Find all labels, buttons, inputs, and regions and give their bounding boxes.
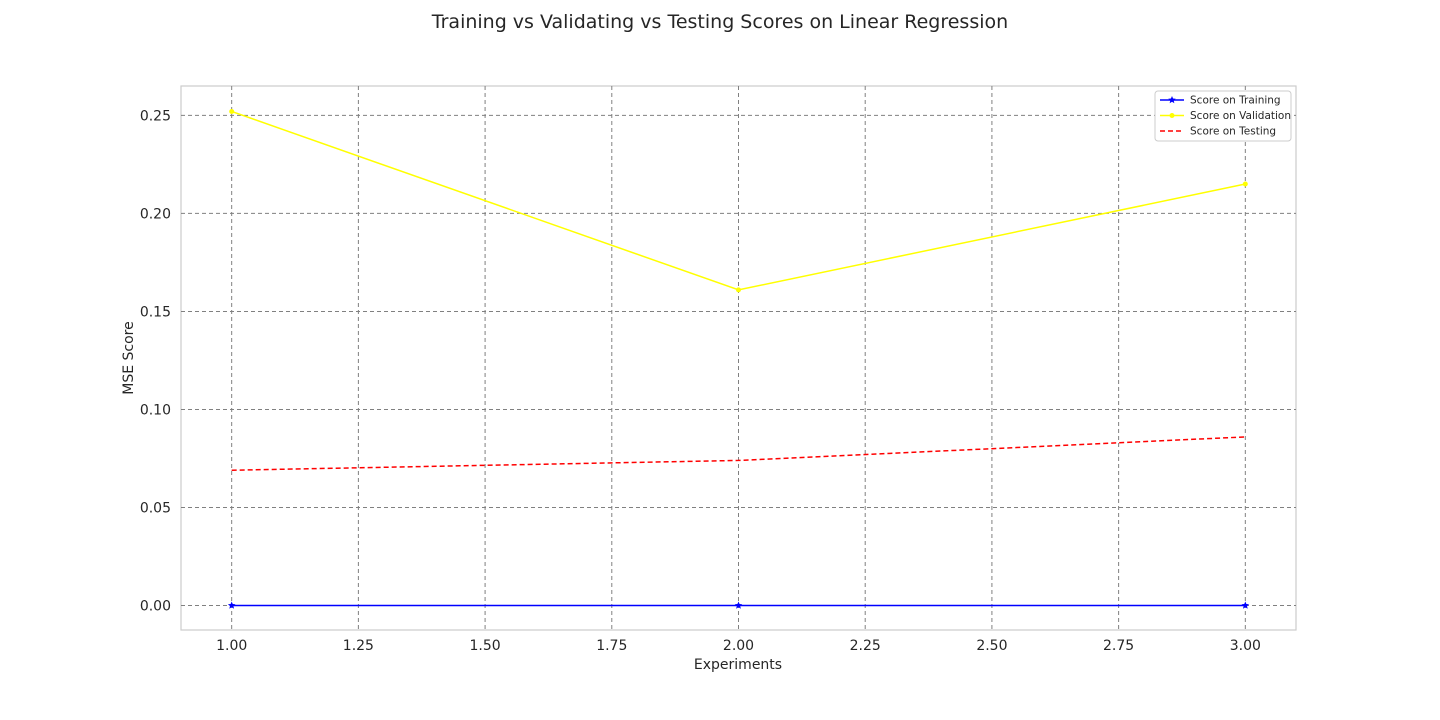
data-point [734,601,743,609]
x-tick-label: 1.75 [596,638,627,654]
y-tick-label: 0.10 [140,402,171,418]
x-axis-label: Experiments [694,657,782,673]
series-0 [227,601,1250,609]
data-point [736,287,741,293]
y-axis-label: MSE Score [121,321,137,394]
x-tick-label: 1.50 [470,638,501,654]
y-tick-label: 0.15 [140,304,171,320]
chart-title: Training vs Validating vs Testing Scores… [431,11,1008,33]
legend-label: Score on Validation [1190,110,1291,122]
legend-label: Score on Training [1190,95,1281,107]
legend-entry: Score on Training [1160,95,1281,107]
data-point [227,601,236,609]
x-tick-label: 2.75 [1103,638,1134,654]
legend-marker [1169,113,1175,118]
series-2 [231,436,1246,471]
x-tick-label: 2.25 [850,638,881,654]
data-point [1242,181,1248,187]
legend-frame [1154,90,1292,142]
legend-marker [1168,96,1176,104]
data-point [229,108,235,114]
series-layer [227,108,1250,609]
data-point [1241,601,1250,609]
x-tick-label: 2.00 [723,638,754,654]
x-tick-label: 1.00 [216,638,247,654]
y-tick-label: 0.20 [140,206,171,222]
series-1 [229,108,1248,293]
plot-frame [180,85,1297,631]
x-tick-label: 2.50 [976,638,1007,654]
series-line [231,436,1246,471]
legend: Score on Training Score on Validation Scor… [1154,90,1292,142]
legend-entry: Score on Testing [1160,126,1276,138]
y-tick-label: 0.05 [140,500,171,516]
y-tick-label: 0.00 [140,598,171,614]
x-tick-label: 3.00 [1230,638,1261,654]
x-tick-label: 1.25 [343,638,374,654]
y-tick-label: 0.25 [140,108,171,124]
legend-label: Score on Testing [1190,126,1276,138]
legend-entry: Score on Validation [1160,110,1291,122]
tick-labels: 1.00 1.25 1.50 1.75 2.00 2.25 2.50 2.75 3.00 0.00… [140,108,1261,654]
